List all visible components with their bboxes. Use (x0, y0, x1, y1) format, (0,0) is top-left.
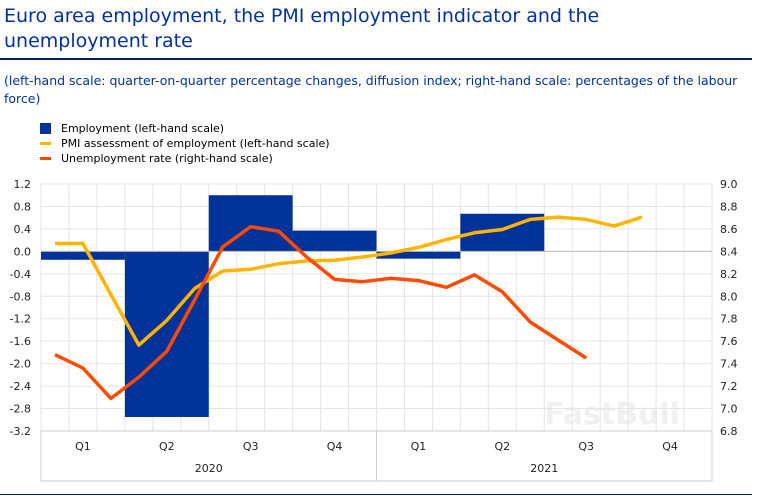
right-tick-label: 8.0 (720, 290, 738, 303)
x-quarter-label: Q3 (578, 440, 594, 453)
bottom-rule (0, 494, 752, 495)
right-tick-label: 8.4 (720, 245, 738, 258)
left-tick-label: -1.2 (10, 313, 31, 326)
legend-swatch (40, 123, 51, 134)
right-tick-label: 7.8 (720, 313, 738, 326)
left-tick-label: -2.4 (10, 380, 31, 393)
x-quarter-label: Q1 (75, 440, 91, 453)
legend-item-pmi: PMI assessment of employment (left-hand … (40, 136, 330, 151)
x-quarter-label: Q4 (327, 440, 343, 453)
left-tick-label: 1.2 (14, 178, 32, 191)
x-quarter-label: Q2 (159, 440, 175, 453)
right-tick-label: 7.0 (720, 403, 738, 416)
left-tick-label: 0.4 (14, 223, 32, 236)
title-rule (0, 58, 752, 60)
left-tick-label: -0.4 (10, 268, 31, 281)
legend-swatch (40, 157, 51, 160)
right-tick-label: 8.6 (720, 223, 738, 236)
left-tick-label: -3.2 (10, 425, 31, 438)
right-tick-label: 7.6 (720, 335, 738, 348)
legend-label: Employment (left-hand scale) (61, 122, 225, 135)
left-tick-label: 0.8 (14, 200, 32, 213)
employment-bar (376, 251, 461, 259)
employment-bar (41, 251, 125, 260)
left-tick-label: -0.8 (10, 290, 31, 303)
employment-bar (292, 230, 377, 252)
legend-label: Unemployment rate (right-hand scale) (61, 152, 273, 165)
pmi-line (55, 215, 643, 347)
watermark: FastBull (544, 397, 680, 432)
right-tick-label: 6.8 (720, 425, 738, 438)
employment-bar (208, 195, 293, 252)
legend: Employment (left-hand scale) PMI assessm… (40, 121, 330, 166)
right-tick-label: 7.2 (720, 380, 738, 393)
x-quarter-label: Q2 (494, 440, 510, 453)
chart-subtitle: (left-hand scale: quarter-on-quarter per… (4, 73, 738, 106)
left-tick-label: -2.0 (10, 358, 31, 371)
legend-item-employment: Employment (left-hand scale) (40, 121, 330, 136)
x-quarter-label: Q4 (662, 440, 678, 453)
chart-title: Euro area employment, the PMI employment… (4, 5, 600, 52)
left-tick-label: -2.8 (10, 403, 31, 416)
right-tick-label: 8.2 (720, 268, 738, 281)
x-quarter-label: Q3 (243, 440, 259, 453)
legend-label: PMI assessment of employment (left-hand … (61, 137, 330, 150)
x-quarter-label: Q1 (411, 440, 427, 453)
right-tick-label: 7.4 (720, 358, 738, 371)
x-year-label: 2021 (530, 462, 558, 475)
right-tick-label: 8.8 (720, 200, 738, 213)
right-tick-label: 9.0 (720, 178, 738, 191)
left-tick-label: 0.0 (14, 245, 32, 258)
legend-item-unemployment: Unemployment rate (right-hand scale) (40, 151, 330, 166)
left-tick-label: -1.6 (10, 335, 31, 348)
x-year-label: 2020 (195, 462, 223, 475)
legend-swatch (40, 142, 51, 145)
employment-bar (124, 251, 209, 417)
unemployment-line (54, 224, 588, 401)
